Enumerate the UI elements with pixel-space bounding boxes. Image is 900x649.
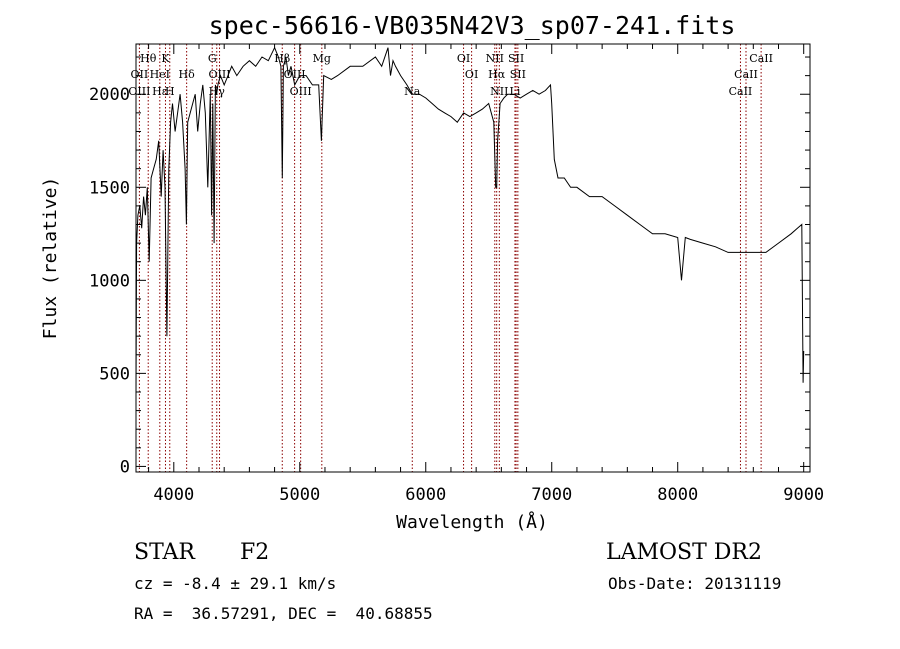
object-subclass: F2 (240, 540, 270, 565)
line-marker-label: CaII (749, 52, 773, 65)
line-marker-label: Hδ (179, 68, 196, 81)
x-tick-label: 4000 (153, 485, 194, 505)
line-marker-label: H (165, 85, 175, 98)
survey-name: LAMOST DR2 (606, 540, 762, 565)
line-marker-label: OIII (128, 85, 150, 98)
line-markers (138, 44, 762, 472)
x-axis: 4000 5000 6000 7000 8000 9000 (148, 44, 824, 505)
x-tick-label: 8000 (657, 485, 698, 505)
line-marker-label: OIII (284, 68, 306, 81)
line-marker-labels: HθOIIOIIIHeIHεKHHδGOIIIHγHβOIIIOIIIMgNaO… (128, 52, 773, 98)
line-marker-label: Hθ (140, 52, 157, 65)
y-tick-label: 1000 (89, 271, 130, 291)
y-tick-label: 0 (120, 457, 130, 477)
plot-frame (135, 43, 811, 473)
y-tick-label: 500 (99, 364, 130, 384)
x-axis-label: Wavelength (Å) (396, 511, 548, 533)
line-marker-label: Mg (313, 52, 331, 65)
line-marker-label: NII (490, 85, 508, 98)
line-marker-label: SII (510, 68, 526, 81)
y-axis: 0 500 1000 1500 2000 (89, 56, 810, 477)
line-marker-label: OIII (208, 68, 230, 81)
line-marker-label: NII (486, 52, 504, 65)
line-marker-label: Na (404, 85, 421, 98)
line-marker-label: Hα (488, 68, 506, 81)
object-type: STAR (134, 540, 195, 565)
y-axis-label: Flux (relative) (40, 177, 61, 340)
coordinates-text: RA = 36.57291, DEC = 40.68855 (134, 604, 433, 623)
chart-title: spec-56616-VB035N42V3_sp07-241.fits (209, 11, 736, 40)
x-tick-label: 9000 (783, 485, 824, 505)
x-tick-label: 7000 (531, 485, 572, 505)
spectrum-series (135, 46, 805, 396)
obs-date-text: Obs-Date: 20131119 (608, 574, 782, 593)
line-marker-label: OII (131, 68, 149, 81)
x-tick-label: 5000 (279, 485, 320, 505)
line-marker-label: OI (465, 68, 478, 81)
line-marker-label: OI (457, 52, 470, 65)
line-marker-label: SII (508, 52, 524, 65)
line-marker-label: CaII (734, 68, 758, 81)
line-marker-label: K (161, 52, 170, 65)
y-tick-label: 1500 (89, 178, 130, 198)
redshift-text: cz = -8.4 ± 29.1 km/s (134, 574, 337, 593)
x-tick-label: 6000 (405, 485, 446, 505)
line-marker-label: Li (510, 85, 521, 98)
line-marker-label: G (208, 52, 217, 65)
y-tick-label: 2000 (89, 85, 130, 105)
line-marker-label: OIII (290, 85, 312, 98)
line-marker-label: HeI (150, 68, 170, 81)
line-marker-label: Hε (152, 85, 168, 98)
line-marker-label: CaII (729, 85, 753, 98)
